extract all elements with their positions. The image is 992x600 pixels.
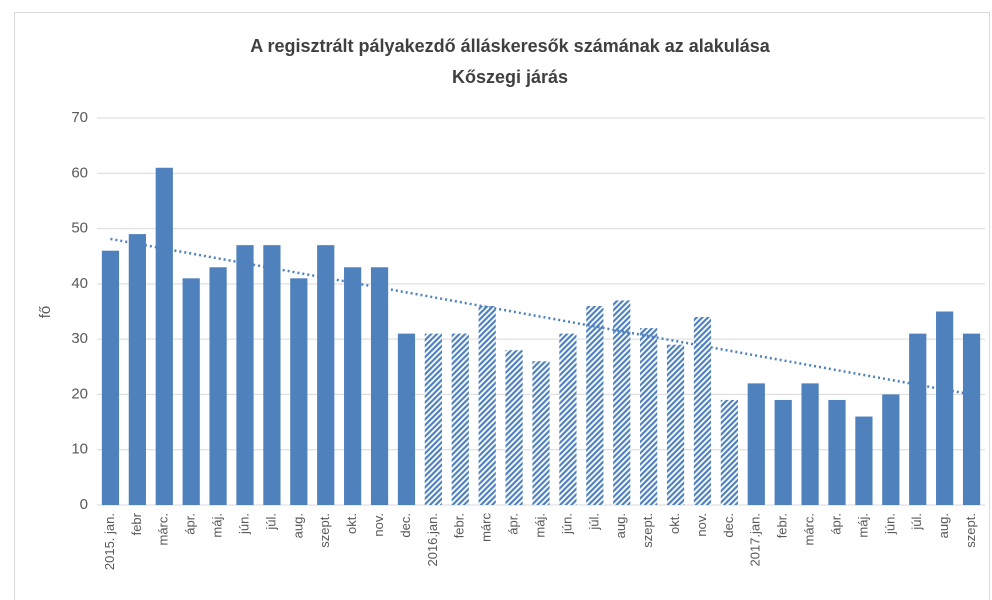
trendline [110, 237, 972, 396]
bar [962, 333, 981, 505]
x-tick-label: márc. [156, 513, 171, 546]
bar [747, 383, 765, 505]
x-tick-label: máj. [210, 513, 225, 538]
bar [263, 245, 281, 505]
x-tick-label: aug. [936, 513, 951, 538]
x-tick-label: szept. [640, 513, 655, 548]
chart-subtitle: Kőszegi járás [452, 67, 568, 87]
x-tick-label: máj. [855, 513, 870, 538]
x-tick-label: jún. [559, 513, 574, 535]
x-tick-label: szept. [317, 513, 332, 548]
x-tick-label: jún. [882, 513, 897, 535]
x-tick-label: febr [129, 512, 144, 535]
bar [317, 245, 335, 505]
bar [613, 300, 631, 505]
y-tick-label: 10 [71, 441, 88, 458]
bar [101, 250, 120, 505]
x-tick-label: márc [479, 513, 494, 542]
x-tick-label: ápr. [828, 513, 843, 535]
bar [936, 311, 954, 505]
x-tick-label: dec. [721, 513, 736, 538]
chart-border [14, 12, 990, 600]
bar [909, 333, 927, 505]
bar [209, 267, 227, 505]
x-tick-label: okt. [344, 513, 359, 534]
y-tick-label: 40 [71, 275, 88, 292]
x-tick-label: aug. [290, 513, 305, 538]
bar [505, 350, 523, 505]
y-tick-label: 0 [80, 496, 88, 513]
x-tick-label: jún. [236, 513, 251, 535]
bar [666, 344, 685, 505]
x-tick-label: júl. [909, 513, 924, 531]
y-tick-label: 30 [71, 330, 88, 347]
bar [693, 317, 712, 505]
x-tick-label: márc. [802, 513, 817, 546]
chart-title: A regisztrált pályakezdő álláskeresők sz… [250, 36, 771, 56]
x-tick-label: júl. [263, 513, 278, 531]
x-tick-label: szept. [963, 513, 978, 548]
x-tick-label: máj. [532, 513, 547, 538]
bar [424, 333, 442, 505]
bar [801, 383, 819, 505]
bar [370, 267, 389, 505]
y-tick-label: 20 [71, 385, 88, 402]
x-tick-label: ápr. [183, 513, 198, 535]
x-tick-label: júl. [586, 513, 601, 531]
y-tick-label: 60 [71, 164, 88, 181]
x-tick-label: aug. [613, 513, 628, 538]
bar [640, 328, 658, 505]
x-tick-label: nov. [694, 513, 709, 537]
bar [451, 333, 469, 505]
x-tick-label: nov. [371, 513, 386, 537]
bar [559, 333, 577, 505]
y-tick-label: 50 [71, 220, 88, 237]
bar [236, 245, 254, 505]
x-tick-label: ápr. [506, 513, 521, 535]
x-tick-label: febr. [775, 513, 790, 538]
x-tick-label: 2017.jan. [748, 513, 763, 567]
x-tick-label: okt. [667, 513, 682, 534]
bar [290, 278, 308, 505]
bar [344, 267, 362, 505]
bar [478, 305, 496, 505]
bar [720, 399, 738, 505]
bar [828, 399, 846, 505]
bar [397, 333, 416, 505]
bar [774, 399, 792, 505]
bar [532, 361, 550, 505]
bar [586, 305, 604, 505]
y-tick-label: 70 [71, 109, 88, 126]
bar [128, 234, 146, 505]
x-tick-label: 2015. jan. [102, 513, 117, 570]
x-tick-label: dec. [398, 513, 413, 538]
x-tick-label: 2016.jan. [425, 513, 440, 567]
bar [855, 416, 873, 505]
bar [882, 394, 900, 505]
bar [155, 167, 173, 505]
x-tick-label: febr. [452, 513, 467, 538]
bar [182, 278, 200, 505]
y-axis-label: fő [37, 306, 54, 319]
